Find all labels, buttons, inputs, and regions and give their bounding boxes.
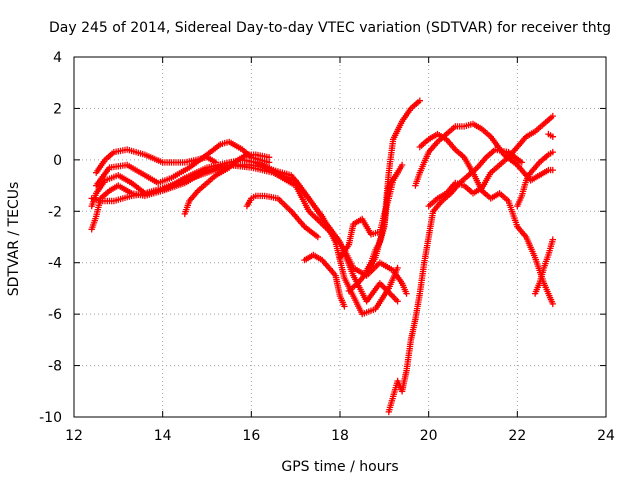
series-markers [531, 236, 556, 297]
series-group [88, 97, 556, 416]
series-markers [514, 148, 556, 210]
y-axis-label: SDTVAR / TECUs [6, 182, 22, 297]
y-tick-label: 4 [53, 50, 62, 66]
y-tick-label: 0 [53, 153, 62, 169]
x-tick-label: 22 [508, 428, 526, 444]
series-markers [385, 146, 525, 416]
x-tick-label: 12 [65, 428, 83, 444]
series-markers [545, 130, 556, 140]
series-s2 [88, 161, 401, 305]
series-s3 [88, 156, 401, 318]
series-markers [181, 151, 273, 218]
x-tick-label: 24 [597, 428, 615, 444]
y-tick-label: -4 [48, 256, 62, 272]
y-tick-label: -8 [48, 359, 62, 375]
series-s6 [181, 151, 273, 218]
y-tick-label: -2 [48, 204, 62, 220]
series-markers [412, 120, 556, 189]
series-s15 [425, 112, 556, 210]
chart-title: Day 245 of 2014, Sidereal Day-to-day VTE… [49, 20, 611, 36]
y-tick-label: -6 [48, 307, 62, 323]
series-markers [88, 156, 401, 318]
series-s11 [345, 97, 423, 295]
series-markers [425, 112, 556, 210]
series-s18 [545, 130, 556, 140]
y-tick-label: 2 [53, 101, 62, 117]
series-s8 [301, 251, 348, 310]
series-s12 [385, 146, 525, 416]
series-markers [345, 97, 423, 295]
x-tick-label: 20 [420, 428, 438, 444]
series-s16 [514, 148, 556, 210]
x-axis-label: GPS time / hours [281, 459, 398, 475]
series-s17 [531, 236, 556, 297]
series-s7 [243, 192, 321, 241]
x-tick-label: 16 [242, 428, 260, 444]
x-tick-label: 18 [331, 428, 349, 444]
series-markers [243, 192, 321, 241]
series-markers [301, 251, 348, 310]
y-tick-label: -10 [39, 410, 62, 426]
series-markers [88, 161, 401, 305]
series-s13 [412, 120, 556, 189]
x-tick-label: 14 [154, 428, 172, 444]
